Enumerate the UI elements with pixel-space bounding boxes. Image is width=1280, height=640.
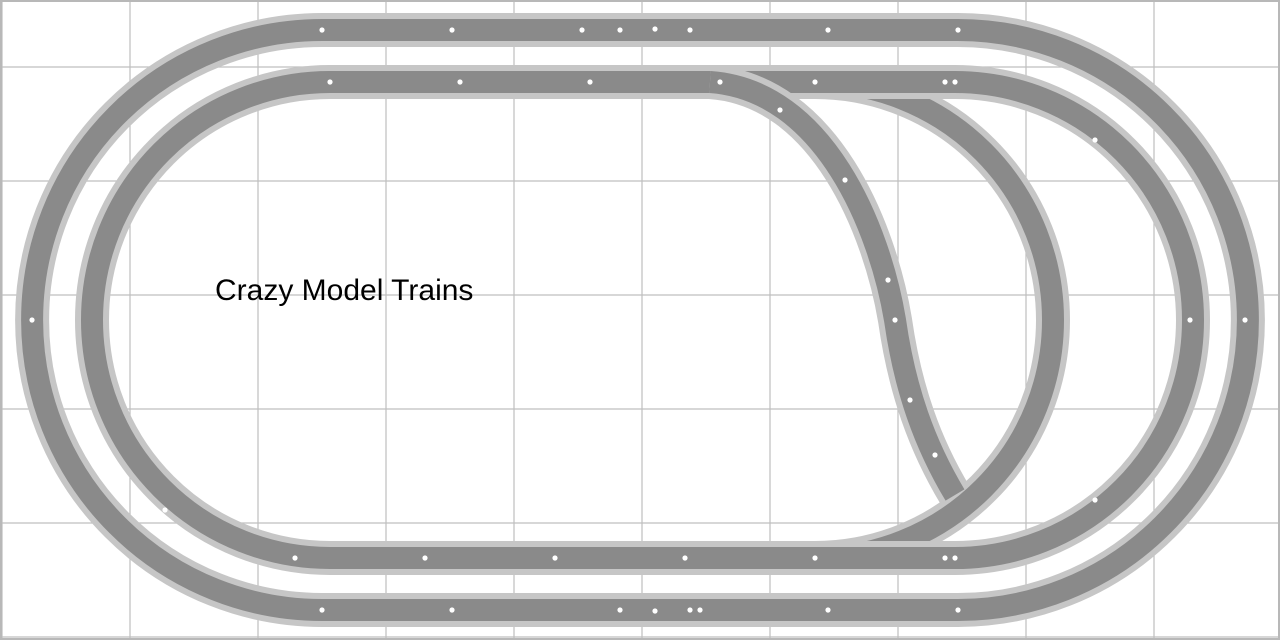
- track-joint-dot: [1047, 127, 1052, 132]
- track-joint-dot: [812, 555, 817, 560]
- track-layout-diagram: Crazy Model Trains: [0, 0, 1280, 640]
- track-joint-dot: [162, 507, 167, 512]
- track-joint-dot: [1085, 85, 1090, 90]
- track-joint-dot: [319, 607, 324, 612]
- track-joint-dot: [682, 555, 687, 560]
- track-joint-dot: [1085, 549, 1090, 554]
- track-joint-dot: [955, 27, 960, 32]
- track-joint-dot: [69, 317, 74, 322]
- track-joint-dot: [892, 317, 897, 322]
- track-joint-dot: [777, 107, 782, 112]
- track-joint-dot: [885, 277, 890, 282]
- track-joint-dot: [617, 607, 622, 612]
- track-joint-dot: [89, 549, 94, 554]
- track-joint-dot: [457, 79, 462, 84]
- track-joint-dot: [952, 555, 957, 560]
- track-joint-dot: [189, 27, 194, 32]
- track-joint-dot: [842, 177, 847, 182]
- track-joint-dot: [552, 555, 557, 560]
- track-joint-dot: [292, 555, 297, 560]
- track-joint-dot: [327, 79, 332, 84]
- track-joint-dot: [952, 79, 957, 84]
- track-joint-dot: [449, 27, 454, 32]
- track-joint-dot: [825, 607, 830, 612]
- brand-label: Crazy Model Trains: [215, 274, 473, 307]
- track-joint-dot: [825, 27, 830, 32]
- track-joint-dot: [1047, 507, 1052, 512]
- track-joint-dot: [89, 207, 94, 212]
- track-joint-dot: [29, 317, 34, 322]
- track-joint-dot: [932, 452, 937, 457]
- track-joint-dot: [907, 397, 912, 402]
- track-joint-dot: [697, 607, 702, 612]
- track-joint-dot: [942, 555, 947, 560]
- track-joint-dot: [30, 447, 35, 452]
- track-joint-dot: [1187, 317, 1192, 322]
- track-joint-dot: [89, 427, 94, 432]
- track-joint-dot: [579, 27, 584, 32]
- track-joint-dot: [422, 555, 427, 560]
- track-joint-dot: [1185, 187, 1190, 192]
- track-joint-dot: [1242, 317, 1247, 322]
- track-joint-dot: [587, 79, 592, 84]
- track-joint-dot: [30, 187, 35, 192]
- track-joint-dot: [89, 85, 94, 90]
- track-joint-dot: [942, 79, 947, 84]
- track-joint-dot: [812, 79, 817, 84]
- track-joint-dot: [1092, 497, 1097, 502]
- track-joint-dot: [1092, 137, 1097, 142]
- track-joint-dot: [652, 26, 657, 31]
- track-joint-dot: [189, 607, 194, 612]
- track-joint-dot: [617, 27, 622, 32]
- track-joint-dot: [717, 79, 722, 84]
- track-joint-dot: [652, 608, 657, 613]
- track-joint-dot: [197, 79, 202, 84]
- track-joint-dot: [687, 27, 692, 32]
- track-joint-dot: [955, 607, 960, 612]
- track-joint-dot: [319, 27, 324, 32]
- track-joint-dot: [687, 607, 692, 612]
- track-joint-dot: [449, 607, 454, 612]
- track-joint-dot: [1185, 447, 1190, 452]
